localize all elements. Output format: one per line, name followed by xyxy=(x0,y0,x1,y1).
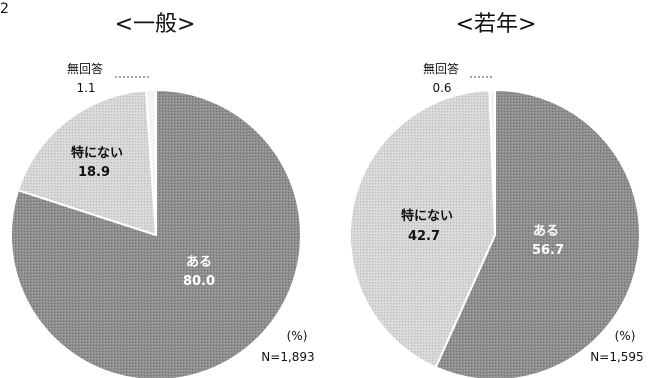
slice-value-none-youth: 42.7 xyxy=(408,229,440,244)
slice-label-yes-general: ある xyxy=(186,255,212,270)
slice-value-no-answer-general: 1.1 xyxy=(76,81,95,95)
pie-slice-no-answer-youth xyxy=(488,88,496,236)
pie-chart-general: <一般> 無回答 1.1 特にない 18.9 ある 80.0 (%) N=1,8… xyxy=(10,12,315,378)
slice-value-no-answer-youth: 0.6 xyxy=(432,81,451,95)
n-label-youth: N=1,595 xyxy=(590,350,643,364)
pie-slices-general xyxy=(10,88,302,378)
slice-label-no-answer-youth: 無回答 xyxy=(423,61,459,76)
slice-label-no-answer-general: 無回答 xyxy=(67,61,103,76)
corner-mark: 2 xyxy=(0,1,9,17)
slice-label-none-general: 特にない xyxy=(71,145,123,161)
pie-slices-youth xyxy=(349,88,642,378)
pie-slice-no-answer-general xyxy=(144,88,157,236)
slice-label-none-youth: 特にない xyxy=(401,208,453,224)
pie-chart-youth: <若年> 無回答 0.6 特にない 42.7 ある 56.7 (%) N=1,5… xyxy=(349,12,644,378)
pie-slice-none-youth xyxy=(349,89,497,369)
slice-label-yes-youth: ある xyxy=(533,224,559,239)
slice-value-yes-youth: 56.7 xyxy=(532,243,564,258)
slice-value-none-general: 18.9 xyxy=(78,165,110,180)
n-label-general: N=1,893 xyxy=(261,350,314,364)
pie-slice-yes-youth xyxy=(434,88,642,378)
pie-slice-none-general xyxy=(16,89,158,237)
unit-label-general: (%) xyxy=(287,329,308,343)
chart-title-youth: <若年> xyxy=(456,12,537,37)
unit-label-youth: (%) xyxy=(615,329,636,343)
chart-title-general: <一般> xyxy=(115,12,196,37)
slice-value-yes-general: 80.0 xyxy=(183,274,215,289)
